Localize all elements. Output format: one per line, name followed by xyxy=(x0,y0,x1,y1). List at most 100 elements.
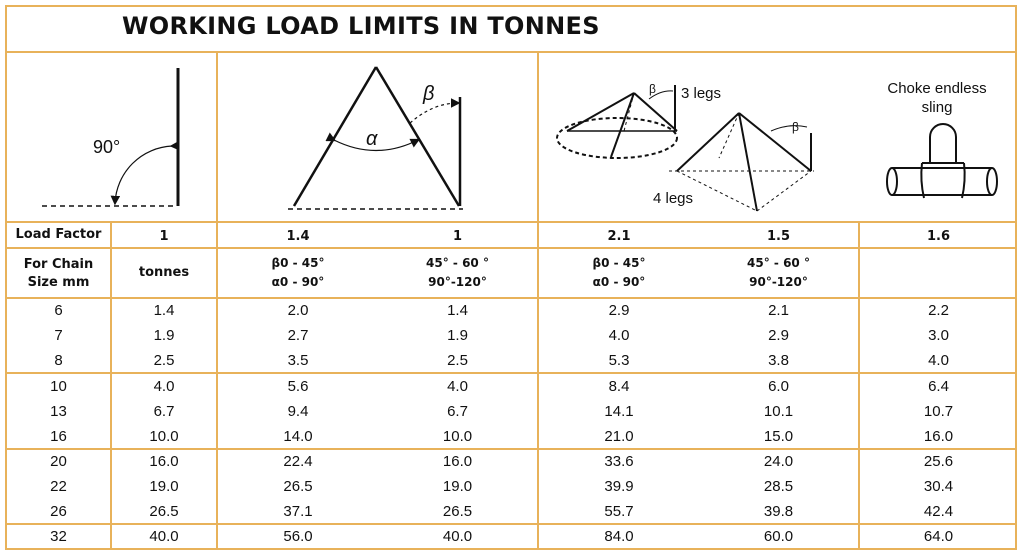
load-limit-cell: 3.0 xyxy=(928,327,949,344)
chain-size-cell: 32 xyxy=(50,528,67,545)
load-limit-cell: 60.0 xyxy=(763,528,794,545)
single-leg-diagram: 90° xyxy=(42,68,180,207)
load-factor-label: Load Factor xyxy=(15,227,102,242)
three-legs-label: 3 legs xyxy=(681,85,721,102)
load-limit-cell: 39.8 xyxy=(763,503,794,520)
load-limit-cell: 19.0 xyxy=(149,478,179,495)
load-limit-cell: 26.5 xyxy=(149,503,179,520)
unit-label: tonnes xyxy=(138,265,190,280)
chain-size-label-line2: Size mm xyxy=(27,275,90,290)
chain-size-cell: 20 xyxy=(50,453,67,470)
angle-range-col5: 45° - 60 ° 90°-120° xyxy=(699,254,858,292)
load-limit-cell: 16.0 xyxy=(442,453,473,470)
load-limit-cell: 2.7 xyxy=(287,327,309,344)
chain-size-cell: 16 xyxy=(50,428,67,445)
load-limit-cell: 10.0 xyxy=(149,428,179,445)
divider-diagram-1 xyxy=(216,51,218,223)
load-limit-cell: 2.5 xyxy=(447,352,468,369)
divider-under-load-factor xyxy=(5,247,1017,249)
angle-range-col2: β0 - 45° α0 - 90° xyxy=(218,254,378,292)
two-leg-diagram: α β xyxy=(288,66,463,210)
chain-size-cell: 26 xyxy=(50,503,67,520)
load-limit-cell: 56.0 xyxy=(283,528,313,545)
chain-size-cell: 6 xyxy=(54,302,63,319)
load-limit-cell: 37.1 xyxy=(283,503,313,520)
chain-size-cell: 7 xyxy=(54,327,63,344)
load-limit-cell: 3.8 xyxy=(768,352,789,369)
load-limit-cell: 25.6 xyxy=(923,453,954,470)
divider-col-1 xyxy=(110,221,112,550)
chain-size-label: For Chain Size mm xyxy=(7,256,110,292)
angle-range-col5-line2: 90°-120° xyxy=(749,275,808,289)
divider-group-3 xyxy=(5,523,1017,525)
load-limit-cell: 5.6 xyxy=(287,378,309,395)
load-limit-cell: 2.0 xyxy=(287,302,309,319)
angle-range-col2-line1: β0 - 45° xyxy=(271,256,325,270)
load-limit-cell: 15.0 xyxy=(763,428,794,445)
load-factor-col6: 1.6 xyxy=(926,229,951,244)
load-limit-cell: 1.9 xyxy=(153,327,175,344)
load-limit-cell: 16.0 xyxy=(923,428,954,445)
angle-range-col2-line2: α0 - 90° xyxy=(271,275,325,289)
load-limit-cell: 10.0 xyxy=(442,428,473,445)
load-limit-cell: 4.0 xyxy=(447,378,468,395)
angle-90-label: 90° xyxy=(93,137,120,157)
load-limit-cell: 6.4 xyxy=(928,378,949,395)
load-limit-cell: 8.4 xyxy=(608,378,630,395)
divider-col-4 xyxy=(537,221,539,550)
load-limit-cell: 9.4 xyxy=(287,403,309,420)
load-limit-cell: 4.0 xyxy=(928,352,949,369)
load-factor-col5: 1.5 xyxy=(766,229,791,244)
load-factor-col3: 1 xyxy=(452,229,463,244)
choke-sling-diagram: Choke endless sling xyxy=(886,80,998,199)
beta-label-1: β xyxy=(649,82,656,96)
alpha-label: α xyxy=(366,128,378,150)
divider-group-1 xyxy=(5,372,1017,374)
divider-col-6 xyxy=(858,221,860,550)
load-limit-cell: 26.5 xyxy=(283,478,313,495)
load-limit-cell: 33.6 xyxy=(604,453,634,470)
table-frame xyxy=(5,5,1017,550)
load-limit-cell: 21.0 xyxy=(604,428,634,445)
beta-label: β xyxy=(422,83,434,105)
load-limit-cell: 2.5 xyxy=(153,352,175,369)
four-legs-label: 4 legs xyxy=(653,190,693,207)
chain-size-cell: 10 xyxy=(50,378,67,395)
load-limit-cell: 2.2 xyxy=(928,302,949,319)
load-limit-cell: 4.0 xyxy=(153,378,175,395)
chain-size-cell: 22 xyxy=(50,478,67,495)
load-limit-cell: 6.0 xyxy=(768,378,789,395)
angle-range-col4-line1: β0 - 45° xyxy=(592,256,646,270)
load-limit-cell: 2.1 xyxy=(768,302,789,319)
angle-range-col3: 45° - 60 ° 90°-120° xyxy=(378,254,537,292)
load-limit-cell: 14.0 xyxy=(283,428,313,445)
load-factor-col1: 1 xyxy=(159,229,169,244)
load-limit-cell: 2.9 xyxy=(768,327,789,344)
load-limit-cell: 28.5 xyxy=(763,478,794,495)
load-limit-cell: 1.9 xyxy=(447,327,468,344)
load-factor-col4: 2.1 xyxy=(607,229,631,244)
chain-size-cell: 13 xyxy=(50,403,67,420)
load-limit-cell: 64.0 xyxy=(923,528,954,545)
angle-range-col4: β0 - 45° α0 - 90° xyxy=(539,254,699,292)
divider-under-diagrams xyxy=(5,221,1017,223)
load-limit-cell: 6.7 xyxy=(447,403,468,420)
chain-size-cell: 8 xyxy=(54,352,63,369)
angle-range-col4-line2: α0 - 90° xyxy=(592,275,646,289)
load-limit-cell: 1.4 xyxy=(153,302,175,319)
load-factor-col2: 1.4 xyxy=(286,229,310,244)
load-limit-cell: 2.9 xyxy=(608,302,630,319)
load-limit-cell: 26.5 xyxy=(442,503,473,520)
load-limit-cell: 14.1 xyxy=(604,403,634,420)
angle-range-col3-line2: 90°-120° xyxy=(428,275,487,289)
load-limit-cell: 10.1 xyxy=(763,403,794,420)
load-limit-cell: 24.0 xyxy=(763,453,794,470)
divider-under-title xyxy=(5,51,1017,53)
load-limit-cell: 4.0 xyxy=(608,327,630,344)
load-limit-cell: 55.7 xyxy=(604,503,634,520)
load-limit-cell: 19.0 xyxy=(442,478,473,495)
load-limit-cell: 10.7 xyxy=(923,403,954,420)
load-limit-cell: 22.4 xyxy=(283,453,313,470)
load-limit-cell: 16.0 xyxy=(149,453,179,470)
divider-col-2 xyxy=(216,221,218,550)
